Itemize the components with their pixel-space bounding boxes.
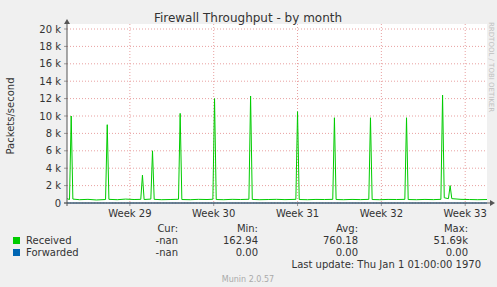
stats-header: Avg: bbox=[336, 223, 358, 234]
footer: Last update: Thu Jan 1 01:00:00 1970 bbox=[292, 259, 481, 270]
grid-line bbox=[67, 98, 487, 99]
y-axis-arrow bbox=[64, 19, 70, 24]
stats-value: -nan bbox=[156, 235, 178, 246]
y-tick-label: 8 k bbox=[46, 128, 62, 139]
stats-header: Min: bbox=[237, 223, 258, 234]
grid-line bbox=[67, 29, 487, 30]
stats-value: 162.94 bbox=[223, 235, 258, 246]
x-tick-label: Week 32 bbox=[360, 208, 403, 219]
y-tick-label: 18 k bbox=[39, 41, 61, 52]
stats-header: Max: bbox=[444, 223, 468, 234]
y-tick-label: 10 k bbox=[39, 111, 61, 122]
y-tick-label: 2 k bbox=[46, 180, 62, 191]
series-group bbox=[67, 95, 487, 203]
y-tick-label: 20 k bbox=[39, 24, 61, 35]
legend-swatch bbox=[13, 249, 20, 256]
stats-value: 0.00 bbox=[446, 247, 468, 258]
x-tick-label: Week 31 bbox=[276, 208, 319, 219]
legend-swatch bbox=[13, 237, 20, 244]
stats-value: 0.00 bbox=[236, 247, 258, 258]
y-tick-label: 16 k bbox=[39, 58, 61, 69]
x-tick-label: Week 30 bbox=[192, 208, 235, 219]
credit: Munin 2.0.57 bbox=[222, 275, 274, 284]
series-line bbox=[67, 95, 487, 200]
y-tick-label: 4 k bbox=[46, 163, 62, 174]
stats-value: 760.18 bbox=[323, 235, 358, 246]
grid-line bbox=[381, 24, 382, 203]
watermark: RRDTOOL / TOBI OETIKER bbox=[487, 22, 495, 112]
stats-value: 51.69k bbox=[434, 235, 469, 246]
y-tick-label: 12 k bbox=[39, 93, 61, 104]
grid-line bbox=[129, 24, 130, 203]
y-tick-label: 0 bbox=[55, 198, 61, 209]
legend-label: Received bbox=[26, 235, 72, 246]
x-axis-arrow bbox=[490, 200, 495, 206]
stats-value: 0.00 bbox=[336, 247, 358, 258]
grid-line bbox=[67, 133, 487, 134]
grid-line bbox=[67, 185, 487, 186]
y-tick-label: 6 k bbox=[46, 145, 62, 156]
background bbox=[0, 0, 497, 287]
grid-line bbox=[465, 24, 466, 203]
stats-header: Cur: bbox=[157, 223, 178, 234]
y-tick-label: 14 k bbox=[39, 76, 61, 87]
title: Firewall Throughput - by month bbox=[154, 11, 342, 25]
grid-line bbox=[67, 46, 487, 47]
x-tick-label: Week 33 bbox=[444, 208, 487, 219]
plot-area bbox=[67, 24, 487, 203]
chart: Firewall Throughput - by month Packets/se… bbox=[0, 0, 497, 287]
grid-line bbox=[67, 116, 487, 117]
x-tick-label: Week 29 bbox=[108, 208, 151, 219]
y-axis-label: Packets/second bbox=[5, 78, 16, 155]
stats-value: -nan bbox=[156, 247, 178, 258]
x-axis bbox=[64, 203, 491, 204]
legend-label: Forwarded bbox=[26, 247, 79, 258]
y-axis bbox=[67, 23, 68, 206]
